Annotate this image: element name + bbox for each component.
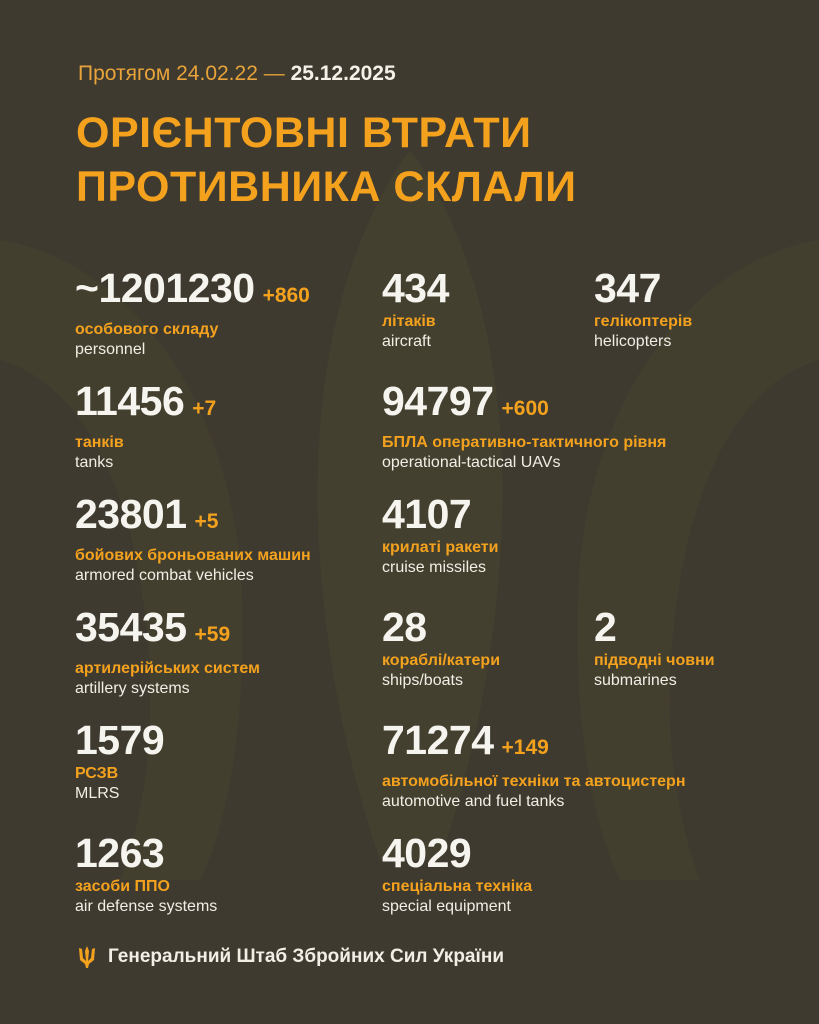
stat-number: 347: [594, 265, 661, 311]
stat-label-ua: засоби ППО: [75, 878, 170, 895]
stat-label-en: cruise missiles: [382, 559, 487, 576]
stat-label-ua: кораблі/катери: [382, 652, 501, 669]
trident-icon: [79, 946, 95, 968]
stat-label-ua: автомобільної техніки та автоцистерн: [382, 773, 686, 790]
stat-value: 71274 +149: [382, 718, 685, 770]
stat-number: ~1201230: [75, 265, 255, 311]
stat-item: 28 кораблі/катери ships/boats: [382, 605, 500, 691]
stat-number: 94797: [382, 378, 494, 424]
stat-label-ua: особового складу: [75, 321, 219, 338]
stat-label-ua: підводні човни: [594, 652, 715, 669]
stat-label-en: aircraft: [382, 333, 431, 350]
stat-item: 11456 +7 танків tanks: [75, 379, 216, 473]
stat-item: 347 гелікоптерів helicopters: [594, 266, 692, 352]
stat-value: 1579: [75, 717, 165, 763]
stat-value: 94797 +600: [382, 379, 666, 431]
stat-number: 28: [382, 604, 427, 650]
stat-value: 4107: [382, 492, 498, 536]
stat-number: 4029: [382, 830, 472, 876]
stat-item: 2 підводні човни submarines: [594, 605, 715, 691]
stat-item: 4107 крилаті ракети cruise missiles: [382, 492, 498, 578]
stat-item: 1579 РСЗВ MLRS: [75, 717, 165, 804]
stat-delta: +7: [192, 397, 217, 420]
stat-label-ua: літаків: [382, 313, 436, 330]
stat-number: 35435: [75, 604, 187, 650]
footer: Генеральний Штаб Збройних Сил України: [78, 945, 504, 969]
stat-label-en: special equipment: [382, 898, 511, 915]
stat-label-ua: крилаті ракети: [382, 539, 499, 556]
stat-label-ua: танків: [75, 434, 124, 451]
stat-item: 1263 засоби ППО air defense systems: [75, 831, 217, 917]
stat-label-ua: гелікоптерів: [594, 313, 693, 330]
period: Протягом 24.02.22 — 25.12.2025: [78, 62, 396, 86]
stat-number: 23801: [75, 491, 187, 537]
stat-number: 1579: [75, 717, 165, 763]
stat-label-en: helicopters: [594, 333, 672, 350]
stat-delta: +600: [501, 397, 549, 420]
stat-number: 4107: [382, 491, 472, 537]
stat-item: 434 літаків aircraft: [382, 266, 449, 352]
stat-item: 23801 +5 бойових броньованих машин armored …: [75, 492, 311, 586]
stat-value: ~1201230 +860: [75, 266, 310, 318]
stat-label-ua: артилерійських систем: [75, 660, 260, 677]
period-end: 25.12.2025: [290, 62, 396, 85]
stat-label-en: artillery systems: [75, 680, 190, 697]
stat-delta: +149: [501, 736, 549, 759]
stat-item: 71274 +149 автомобільної техніки та автоци…: [382, 718, 685, 812]
period-start: Протягом 24.02.22 —: [78, 62, 285, 85]
stat-item: 94797 +600 БПЛА оперативно-тактичного рівн…: [382, 379, 666, 473]
stat-number: 434: [382, 265, 449, 311]
stat-value: 434: [382, 266, 449, 310]
stat-label-en: personnel: [75, 341, 146, 358]
stat-label-en: air defense systems: [75, 898, 218, 915]
stat-value: 35435 +59: [75, 605, 260, 657]
stat-label-ua: РСЗВ: [75, 765, 119, 782]
stat-delta: +59: [194, 623, 231, 646]
stat-label-ua: бойових броньованих машин: [75, 547, 311, 564]
footer-text: Генеральний Штаб Збройних Сил України: [108, 946, 504, 967]
stat-label-en: ships/boats: [382, 672, 463, 689]
stat-value: 28: [382, 605, 500, 649]
stat-label-en: MLRS: [75, 785, 120, 802]
stat-value: 23801 +5: [75, 492, 311, 544]
stat-label-en: operational-tactical UAVs: [382, 454, 561, 471]
stat-label-en: submarines: [594, 672, 677, 689]
title-line-2: ПРОТИВНИКА СКЛАЛИ: [76, 163, 577, 211]
stat-delta: +860: [262, 284, 310, 307]
stat-label-en: armored combat vehicles: [75, 567, 254, 584]
stat-number: 2: [594, 604, 617, 650]
stat-delta: +5: [194, 510, 219, 533]
stat-value: 11456 +7: [75, 379, 216, 431]
stat-number: 11456: [75, 378, 185, 424]
stat-value: 1263: [75, 831, 217, 875]
stat-label-ua: спеціальна техніка: [382, 878, 533, 895]
stat-value: 347: [594, 266, 692, 310]
stat-item: 4029 спеціальна техніка special equipment: [382, 831, 532, 917]
title-line-1: ОРІЄНТОВНІ ВТРАТИ: [76, 109, 532, 157]
stat-value: 4029: [382, 831, 532, 875]
stat-item: 35435 +59 артилерійських систем artillery s…: [75, 605, 260, 699]
stat-item: ~1201230 +860 особового складу personnel: [75, 266, 310, 360]
stat-number: 1263: [75, 830, 165, 876]
page-title: ОРІЄНТОВНІ ВТРАТИ ПРОТИВНИКА СКЛАЛИ: [76, 106, 577, 214]
stat-label-en: automotive and fuel tanks: [382, 793, 565, 810]
stat-number: 71274: [382, 717, 494, 763]
stat-label-ua: БПЛА оперативно-тактичного рівня: [382, 434, 667, 451]
stat-value: 2: [594, 605, 715, 649]
stat-label-en: tanks: [75, 454, 114, 471]
